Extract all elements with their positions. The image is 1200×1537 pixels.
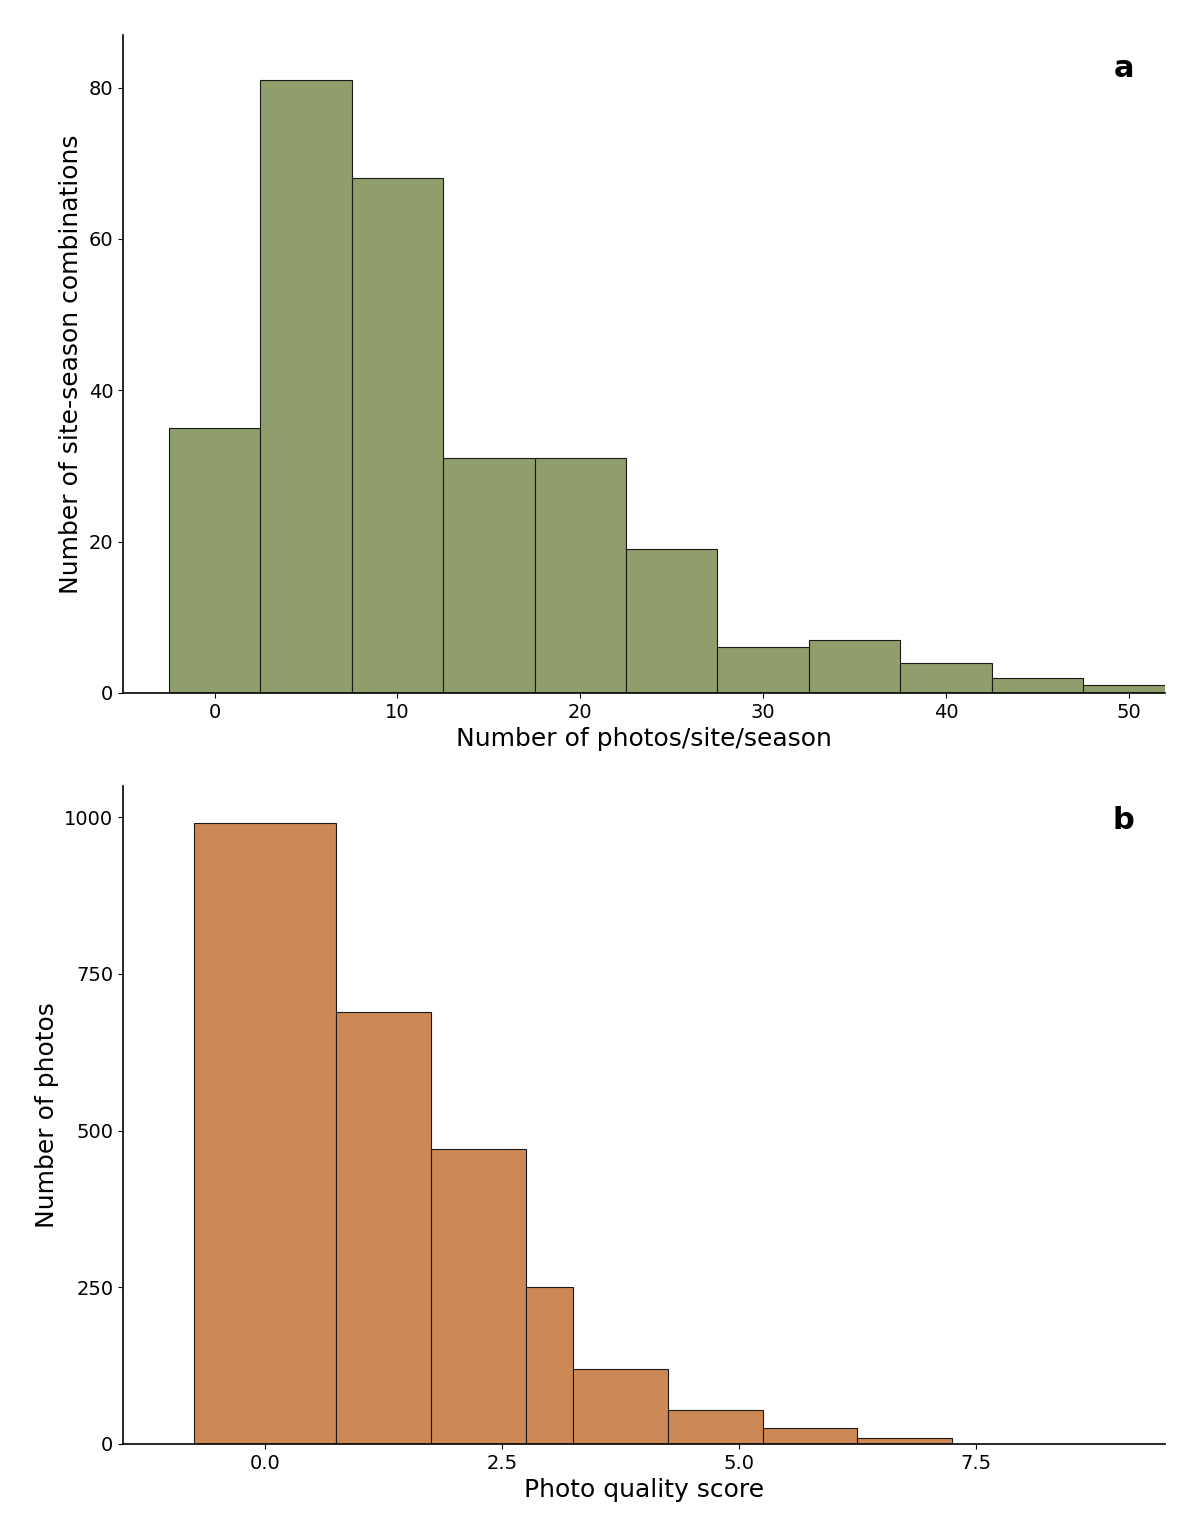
Bar bbox=[763, 1428, 857, 1443]
Bar bbox=[1084, 686, 1175, 693]
X-axis label: Photo quality score: Photo quality score bbox=[524, 1479, 764, 1502]
Bar bbox=[900, 662, 991, 693]
Bar bbox=[194, 824, 336, 1443]
Bar bbox=[336, 1011, 431, 1443]
Y-axis label: Number of photos: Number of photos bbox=[35, 1002, 59, 1228]
Y-axis label: Number of site-season combinations: Number of site-season combinations bbox=[59, 134, 83, 593]
Text: b: b bbox=[1112, 805, 1134, 835]
Bar bbox=[534, 458, 626, 693]
Bar bbox=[443, 458, 534, 693]
Bar bbox=[857, 1437, 952, 1443]
Bar bbox=[718, 647, 809, 693]
Bar bbox=[260, 80, 352, 693]
Bar bbox=[352, 178, 443, 693]
Bar bbox=[526, 1288, 574, 1443]
X-axis label: Number of photos/site/season: Number of photos/site/season bbox=[456, 727, 832, 752]
Text: a: a bbox=[1114, 54, 1134, 83]
Bar bbox=[809, 639, 900, 693]
Bar bbox=[431, 1150, 526, 1443]
Bar bbox=[574, 1369, 668, 1443]
Bar bbox=[626, 549, 718, 693]
Bar bbox=[169, 429, 260, 693]
Bar bbox=[668, 1409, 763, 1443]
Bar bbox=[991, 678, 1084, 693]
